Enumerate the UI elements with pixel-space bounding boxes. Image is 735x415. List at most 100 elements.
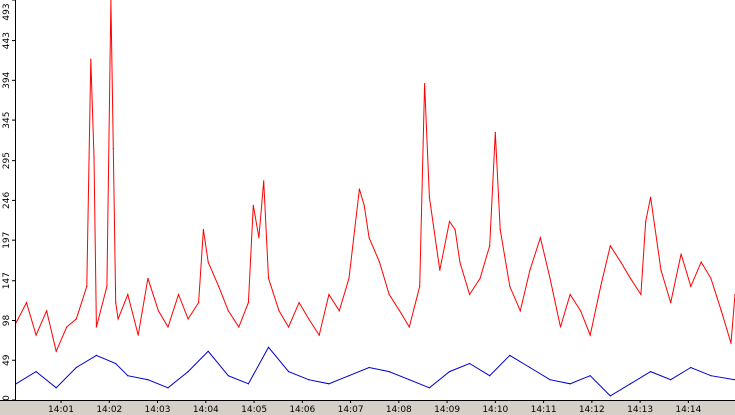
x-axis: 14:01 14:02 14:03 14:04 14:05 14:06 14:07 14:08… xyxy=(0,400,735,415)
series-1-point xyxy=(549,379,551,381)
series-0-point xyxy=(207,261,209,263)
series-1-point xyxy=(448,371,451,373)
series-0-point xyxy=(589,334,591,336)
x-tick-label: 14:13 xyxy=(627,405,653,415)
series-0-point xyxy=(580,310,582,312)
series-1-point xyxy=(187,371,189,373)
series-0-point xyxy=(25,302,28,304)
series-0-point xyxy=(419,285,421,287)
series-0-point xyxy=(106,285,108,287)
series-0-point xyxy=(115,302,117,304)
series-0-point xyxy=(399,310,401,312)
series-0-point xyxy=(680,253,682,255)
series-0-point xyxy=(650,196,652,198)
x-tick-label: 14:10 xyxy=(482,405,508,415)
series-0-point xyxy=(66,326,68,328)
series-0-point xyxy=(238,326,240,328)
series-0-point xyxy=(328,293,330,296)
series-0-line xyxy=(15,0,735,353)
series-1-point xyxy=(328,383,330,385)
series-1-point xyxy=(489,375,491,377)
series-0-point xyxy=(539,237,542,239)
series-1-point xyxy=(609,395,611,397)
series-0-point xyxy=(298,302,300,304)
series-0-point xyxy=(263,180,265,182)
series-1-point xyxy=(267,346,270,348)
x-axis-strip xyxy=(0,400,735,415)
series-0-point xyxy=(439,269,441,271)
series-0-point xyxy=(110,0,112,1)
series-0-point xyxy=(388,293,390,296)
series-0-point xyxy=(202,229,204,231)
series-0-point xyxy=(35,334,37,336)
series-0-point xyxy=(318,334,320,336)
series-1-point xyxy=(408,379,410,381)
series-1-point xyxy=(127,375,129,377)
series-0-point xyxy=(227,310,229,312)
series-1-point xyxy=(388,371,390,373)
series-1-point xyxy=(348,375,350,377)
x-tick-label: 14:05 xyxy=(241,405,267,415)
series-0-point xyxy=(267,277,270,279)
series-0-point xyxy=(499,229,501,231)
y-tick-label: 443 xyxy=(2,32,12,49)
series-0-point xyxy=(479,277,481,279)
series-0-point xyxy=(358,188,360,190)
series-0-point xyxy=(549,277,551,279)
series-1-point xyxy=(428,387,430,389)
series-0-point xyxy=(645,220,647,223)
series-0-point xyxy=(700,261,702,263)
series-1-point xyxy=(469,362,471,365)
y-tick-label: 197 xyxy=(2,232,12,249)
x-tick-label: 14:01 xyxy=(48,405,74,415)
series-0-point xyxy=(609,245,611,247)
series-0-point xyxy=(454,229,456,231)
series-0-point xyxy=(117,318,119,320)
series-1-point xyxy=(207,350,209,352)
series-0-point xyxy=(46,310,48,312)
series-1-point xyxy=(368,366,370,369)
series-0-point xyxy=(95,326,97,328)
series-1-point xyxy=(247,383,249,385)
series-1-point xyxy=(227,375,229,377)
series-0-point xyxy=(489,245,491,247)
x-tick-label: 14:14 xyxy=(675,405,701,415)
series-0-point xyxy=(600,285,602,287)
x-tick-label: 14:08 xyxy=(386,405,412,415)
series-0-point xyxy=(187,318,189,320)
series-0-point xyxy=(198,302,200,304)
series-0-point xyxy=(408,326,410,328)
series-1-point xyxy=(509,354,511,356)
series-0-point xyxy=(93,156,95,158)
series-0-point xyxy=(86,285,88,287)
series-0-point xyxy=(670,302,672,304)
series-1-point xyxy=(75,366,77,369)
series-0-point xyxy=(368,237,370,239)
series-0-point xyxy=(640,293,642,296)
series-1-point xyxy=(167,387,169,389)
y-tick-label: 49 xyxy=(2,354,12,366)
y-tick-label: 147 xyxy=(2,272,12,289)
series-0-point xyxy=(127,293,129,296)
series-0-point xyxy=(288,326,290,328)
series-0-point xyxy=(509,285,511,287)
series-0-point xyxy=(378,261,381,263)
series-0-point xyxy=(252,204,254,206)
series-1-point xyxy=(589,375,591,377)
x-tick-label: 14:04 xyxy=(193,405,219,415)
series-0-point xyxy=(247,302,249,304)
series-0-point xyxy=(90,58,92,60)
series-1-point xyxy=(55,387,57,389)
series-0-point xyxy=(348,277,350,279)
series-0-point xyxy=(112,147,114,150)
x-tick-label: 14:11 xyxy=(531,405,557,415)
series-1-point xyxy=(710,375,712,377)
y-axis: 0 49 98 147 197 246 295 345 394 443 493 xyxy=(2,0,16,401)
series-1-point xyxy=(35,371,37,373)
series-0-point xyxy=(720,310,722,312)
series-0-point xyxy=(363,204,365,206)
series-0-point xyxy=(519,310,521,312)
series-0-point xyxy=(157,310,159,312)
